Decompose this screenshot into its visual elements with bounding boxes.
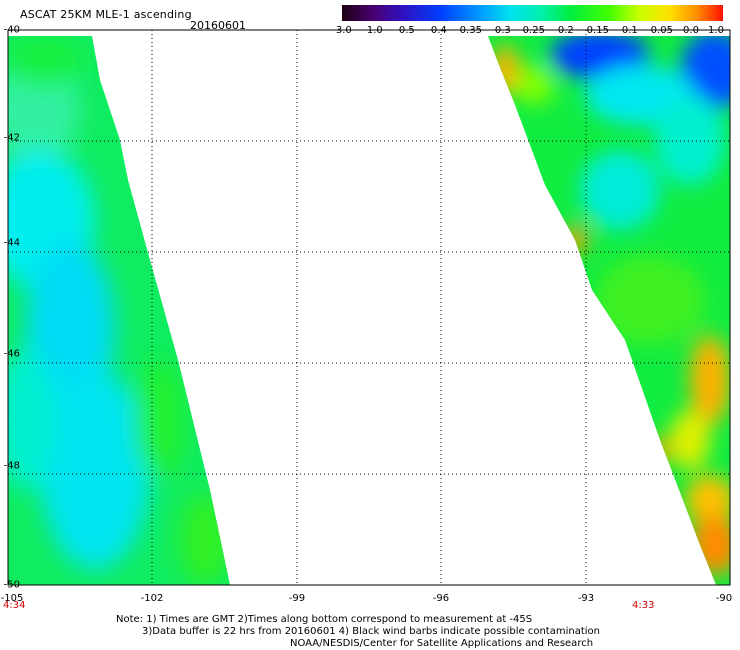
colorbar-label: -0.35	[456, 25, 482, 36]
colorbar-labels: -3.0 -1.0 -0.5 -0.4 -0.35 -0.3 -0.25 -0.…	[332, 25, 724, 37]
colorbar-label: -0.1	[618, 25, 638, 36]
lon-tick-label: -99	[288, 593, 306, 604]
colorbar-label: -0.3	[491, 25, 511, 36]
map-title: ASCAT 25KM MLE-1 ascending	[20, 8, 192, 21]
lat-tick-label: -46	[3, 348, 20, 360]
colorbar-label: -0.05	[647, 25, 673, 36]
colorbar-label: -0.25	[519, 25, 545, 36]
right-swath	[488, 36, 730, 585]
colorbar-label: 0.0	[683, 25, 699, 36]
lat-tick-label: -44	[3, 237, 20, 249]
map-plot	[7, 29, 731, 586]
time-label-left: 4:34	[3, 600, 26, 611]
lon-tick-label: -102	[140, 593, 164, 604]
colorbar-label: -0.5	[395, 25, 415, 36]
lon-tick-label: -96	[432, 593, 450, 604]
note-line-3: NOAA/NESDIS/Center for Satellite Applica…	[290, 638, 594, 649]
colorbar	[342, 5, 723, 21]
time-label-right: 4:33	[632, 600, 655, 611]
lat-tick-label: -42	[3, 132, 20, 144]
lat-tick-label: -40	[3, 24, 20, 36]
colorbar-label: 1.0	[708, 25, 724, 36]
colorbar-label: -0.4	[427, 25, 447, 36]
colorbar-label: -1.0	[363, 25, 383, 36]
colorbar-label: -0.2	[554, 25, 574, 36]
colorbar-label: -3.0	[332, 25, 352, 36]
lon-tick-label: -105	[0, 593, 24, 604]
note-line-1: Note: 1) Times are GMT 2)Times along bot…	[116, 614, 533, 625]
note-line-2: 3)Data buffer is 22 hrs from 20160601 4)…	[142, 626, 600, 637]
colorbar-label: -0.15	[583, 25, 609, 36]
lon-tick-label: -93	[577, 593, 595, 604]
grid-lines	[8, 30, 730, 585]
lat-tick-label: -50	[3, 579, 20, 591]
left-swath	[8, 36, 230, 585]
lon-tick-label: -90	[715, 593, 733, 604]
map-date: 20160601	[190, 19, 246, 32]
lat-tick-label: -48	[3, 460, 20, 472]
plot-frame	[7, 29, 731, 586]
